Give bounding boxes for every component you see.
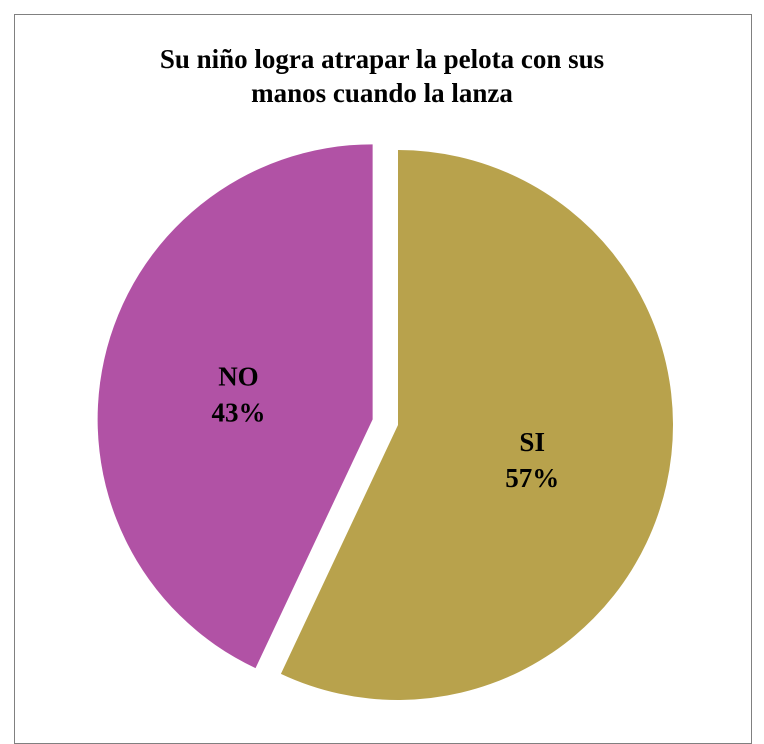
slice-percent-label-si: 57%: [505, 463, 559, 493]
slice-category-label-si: SI: [519, 427, 545, 457]
chart-title: Su niño logra atrapar la pelota con sus …: [0, 42, 764, 110]
chart-title-line-1: Su niño logra atrapar la pelota con sus: [159, 44, 605, 74]
pie-slice-si: [280, 150, 673, 700]
pie-slice-no: [97, 144, 373, 669]
chart-title-line-2: manos cuando la lanza: [251, 78, 513, 108]
slice-percent-label-no: 43%: [211, 397, 265, 427]
slice-category-label-no: NO: [218, 361, 259, 391]
